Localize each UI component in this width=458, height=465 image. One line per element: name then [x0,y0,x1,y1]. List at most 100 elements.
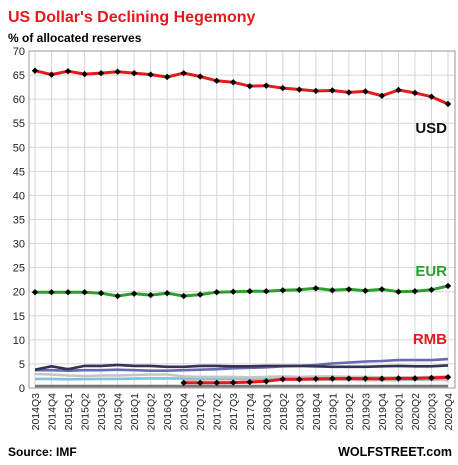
x-tick-label: 2019Q1 [327,393,339,431]
data-point [197,379,204,387]
data-point [114,68,121,75]
y-tick-label: 35 [13,215,25,227]
x-tick-label: 2015Q4 [113,393,125,431]
data-point [246,82,253,90]
data-point [395,288,402,295]
data-point [31,67,39,74]
x-axis-ticks: 2014Q3 2014Q4 2015Q1 2015Q2 2015Q3 2015Q4 2016… [30,393,455,431]
y-tick-label: 40 [13,190,25,202]
y-tick-label: 25 [13,263,25,275]
x-tick-label: 2019Q2 [344,393,356,431]
data-point [130,69,138,77]
y-tick-label: 45 [13,166,25,178]
data-point [81,288,88,296]
series-line [35,284,449,298]
y-tick-label: 50 [13,142,25,154]
plot-border [28,50,456,389]
y-tick-label: 65 [13,70,25,82]
source-note: Source: IMF [8,445,77,459]
data-point [230,379,237,386]
data-point [378,286,386,293]
data-point [130,290,138,297]
data-point [362,287,369,294]
y-tick-label: 0 [19,383,25,395]
x-tick-label: 2019Q3 [360,393,372,431]
data-point [230,79,237,86]
y-tick-label: 60 [13,94,25,106]
data-point [81,70,88,78]
x-tick-label: 2018Q3 [294,393,306,431]
x-tick-label: 2016Q2 [146,393,158,431]
x-tick-label: 2016Q4 [179,393,191,431]
x-tick-label: 2020Q2 [410,393,422,431]
x-tick-label: 2015Q2 [80,393,92,431]
data-point [345,89,353,96]
data-point [279,287,286,294]
data-point [48,288,55,296]
data-point [180,69,187,77]
data-point [296,86,303,93]
data-point [213,288,220,296]
data-point [444,373,452,381]
x-tick-label: 2018Q2 [278,393,290,431]
data-point [345,286,353,293]
brand-label: WOLFSTREET.com [338,445,452,459]
data-point [48,71,55,78]
data-point [180,292,187,300]
chart-subtitle: % of allocated reserves [8,31,142,45]
data-point [411,89,419,97]
series-line [34,372,449,379]
data-point [312,375,320,383]
data-point [362,375,369,382]
data-point [147,291,154,299]
data-point [246,288,253,295]
data-point [97,69,105,77]
data-point [395,86,402,94]
x-tick-label: 2017Q1 [195,393,207,431]
data-point [296,286,303,293]
x-tick-label: 2015Q1 [63,393,75,431]
series-label-rmb: RMB [413,331,447,348]
y-axis-ticks: 0 5 10 15 20 25 30 35 40 45 50 55 60 65 70 [13,46,25,395]
x-tick-label: 2016Q1 [129,393,141,431]
x-tick-label: 2017Q3 [228,393,240,431]
data-point [263,378,270,385]
data-point [31,288,39,296]
x-tick-label: 2016Q3 [162,393,174,431]
series-label-usd: USD [415,120,447,137]
data-point [197,291,204,298]
data-point [345,375,353,382]
data-point [230,288,237,295]
data-point [411,288,419,295]
data-point [378,375,386,382]
x-tick-label: 2014Q4 [47,393,59,431]
data-point [180,379,187,387]
data-point [213,77,220,85]
data-point [246,378,253,386]
data-point [428,374,435,382]
series-lines [34,69,449,388]
data-point [279,375,286,383]
y-tick-label: 30 [13,239,25,251]
data-point [411,375,419,382]
data-point [263,288,270,295]
data-point [114,292,121,300]
data-point [197,73,204,80]
x-tick-label: 2020Q1 [393,393,405,431]
data-point [444,100,452,108]
data-point [362,88,369,95]
data-point [428,93,435,100]
y-tick-label: 70 [13,46,25,58]
y-tick-label: 55 [13,118,25,130]
data-point [329,87,336,94]
series-line [35,357,449,372]
data-point [312,285,320,292]
x-tick-label: 2019Q4 [377,393,389,431]
data-point [263,82,270,89]
y-tick-label: 5 [19,359,25,371]
data-point [378,92,386,99]
x-tick-label: 2018Q4 [311,393,323,431]
x-tick-label: 2017Q4 [245,393,257,431]
data-point [444,282,452,290]
